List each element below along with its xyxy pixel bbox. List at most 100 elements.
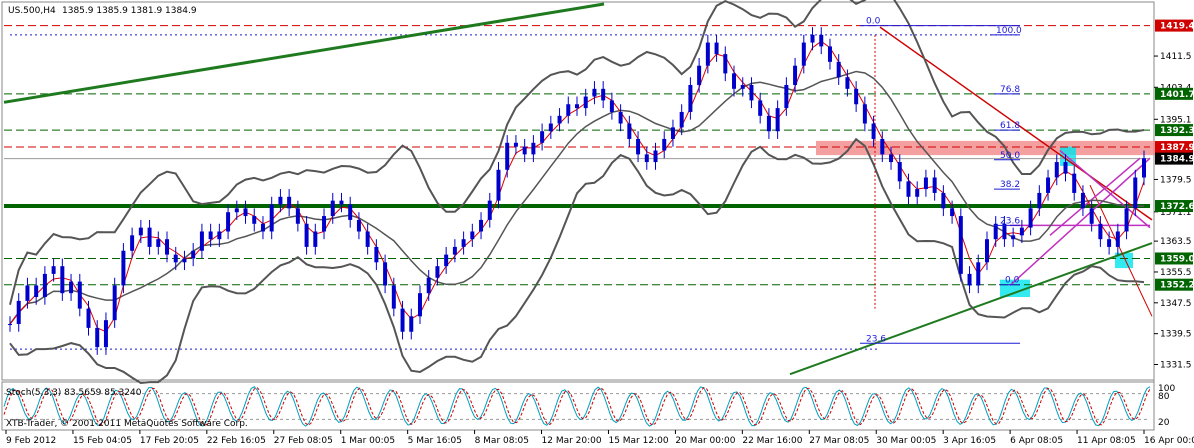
x-tick-label: 27 Feb 08:05 (274, 436, 333, 446)
price-bar-body (391, 285, 396, 309)
price-bar-body (609, 100, 614, 112)
price-bar-body (138, 227, 143, 236)
price-level-badge-label: 1419.4 (1160, 22, 1194, 32)
x-tick-label: 22 Mar 16:00 (742, 436, 802, 446)
price-bar-body (234, 208, 239, 213)
price-bar-body (575, 104, 579, 109)
price-bar-body (1037, 192, 1042, 209)
price-bar-body (339, 200, 344, 205)
y-tick-label: 1411.5 (1160, 52, 1192, 62)
x-tick-label: 27 Mar 08:05 (809, 436, 869, 446)
price-bar-body (487, 200, 492, 220)
x-tick-label: 30 Mar 00:05 (876, 436, 936, 446)
chart-title: US.500,H4 (8, 6, 56, 16)
price-bar-body (409, 316, 414, 332)
y-tick-label: 1331.5 (1160, 361, 1192, 371)
price-bar-body (60, 266, 65, 294)
trendlines-layer (3, 2, 1153, 376)
stoch-signal-line (3, 387, 1151, 426)
price-bar-body (269, 204, 274, 232)
bollinger-middle-band (9, 70, 1145, 325)
price-bar-body (496, 169, 501, 201)
price-bar-body (8, 324, 12, 326)
price-bar-body (400, 308, 405, 332)
price-bar-body (217, 231, 222, 240)
price-bar-body (670, 127, 675, 139)
price-bar-body (1011, 235, 1016, 240)
price-level-badge-label: 1392.3 (1160, 126, 1194, 136)
price-bar-body (723, 54, 728, 74)
price-level-badge-label: 1384.9 (1160, 155, 1194, 165)
price-bar-body (295, 208, 300, 224)
price-bar-body (976, 262, 981, 286)
x-tick-label: 6 Apr 08:05 (1010, 436, 1063, 446)
stoch-scale-20: 20 (1158, 418, 1170, 428)
fib-level-label: 0.0 (866, 17, 881, 27)
price-bar-body (208, 231, 213, 240)
highlight-box (1000, 279, 1030, 298)
price-level-badge-label: 1359.0 (1160, 254, 1194, 264)
price-bar-body (426, 277, 431, 294)
price-bar-body (775, 108, 780, 132)
price-bar-body (147, 227, 152, 247)
y-tick-label: 1347.5 (1160, 299, 1192, 309)
price-bars-layer (8, 27, 1146, 355)
price-bar-body (548, 123, 553, 132)
price-bar-body (1046, 177, 1051, 193)
x-tick-label: 16 Apr 00:05 (1144, 436, 1194, 446)
price-bar-body (967, 273, 972, 286)
price-bar-body (688, 84, 693, 112)
price-bar-body (112, 285, 117, 321)
price-bar-body (1124, 208, 1129, 232)
price-bar-body (984, 239, 989, 263)
price-bar-body (679, 111, 684, 128)
price-bar-body (836, 61, 841, 78)
y-tick-label: 1363.5 (1160, 237, 1192, 247)
price-bar-body (1080, 192, 1085, 209)
price-level-badge-label: 1387.9 (1160, 143, 1194, 153)
stochastic-pane[interactable] (1, 381, 1155, 431)
price-bar-body (1115, 231, 1120, 247)
price-bar-body (662, 138, 667, 151)
copyright-text: XTB-Trader, © 2001-2011 MetaQuotes Softw… (6, 419, 248, 429)
stoch-main-line (3, 386, 1151, 427)
price-bar-body (25, 285, 30, 301)
price-bar-body (103, 320, 108, 348)
price-bar-body (479, 219, 484, 232)
fib-level-label: 23.6 (1000, 216, 1020, 226)
price-level-badge (1155, 19, 1193, 32)
price-bar-body (513, 142, 518, 147)
price-bar-body (34, 285, 39, 298)
bollinger-upper-band (9, 0, 1145, 305)
price-bar-body (697, 65, 702, 85)
price-bar-body (880, 138, 885, 155)
price-bar-body (653, 150, 658, 163)
price-bar-body (191, 250, 196, 259)
thin-red-line (1089, 185, 1153, 317)
price-bar-body (278, 196, 283, 205)
price-bar-body (793, 65, 798, 85)
price-bar-body (417, 293, 422, 317)
price-bar-body (732, 73, 737, 89)
price-bar-body (260, 223, 265, 232)
price-bar-body (1054, 162, 1059, 178)
fib-level-label: 23.6 (866, 334, 886, 344)
price-bar-body (618, 111, 623, 124)
y-tick-label: 1395.1 (1160, 115, 1192, 125)
price-bar-body (758, 100, 763, 116)
price-bar-body (819, 34, 824, 47)
price-bar-body (583, 96, 588, 109)
price-bar-body (444, 254, 449, 267)
price-level-badge (1155, 87, 1193, 100)
price-bar-body (958, 216, 963, 274)
price-bar-body (993, 223, 998, 240)
price-scale[interactable] (1154, 2, 1194, 430)
price-bar-body (287, 196, 292, 209)
highlight-box (1115, 252, 1133, 269)
price-bar-body (95, 327, 100, 348)
price-bar-body (827, 46, 832, 62)
price-bar-body (810, 34, 815, 43)
price-bar-body (889, 154, 894, 163)
price-bar-body (1089, 208, 1094, 224)
price-level-badge (1155, 200, 1193, 213)
